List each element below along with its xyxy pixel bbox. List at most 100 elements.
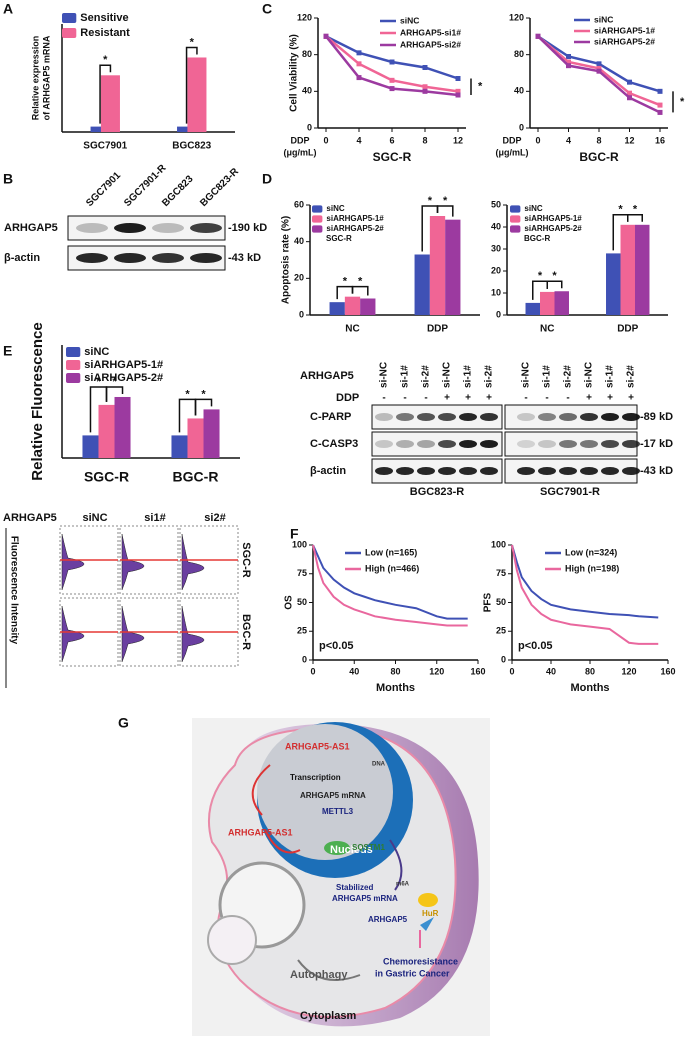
legend-swatch — [62, 13, 77, 23]
x-tick-label: 80 — [390, 666, 400, 676]
x-tick-label: DDP — [427, 324, 448, 335]
bar — [620, 224, 635, 315]
band — [538, 440, 556, 448]
legend-label: siARHGAP5-2# — [84, 372, 163, 384]
band — [375, 440, 393, 448]
ddp-sign: + — [607, 393, 613, 404]
x-axis-label: SGC-R — [373, 150, 412, 164]
ddp-sign: + — [444, 393, 450, 404]
panel-letter: B — [3, 171, 13, 187]
x-tick-label: 4 — [356, 135, 361, 145]
legend-label: Sensitive — [80, 12, 128, 24]
significance-star: * — [538, 270, 543, 282]
legend-swatch — [66, 347, 81, 357]
band — [396, 413, 414, 421]
x-tick-label: 0 — [323, 135, 328, 145]
size-label: -43 kD — [228, 252, 261, 264]
x-tick-label: 6 — [389, 135, 394, 145]
survival-curve — [312, 544, 468, 620]
legend-label: High (n=198) — [565, 563, 619, 573]
legend-label: siARHGAP5-1# — [524, 214, 582, 223]
survival-curve — [312, 544, 468, 627]
bar — [554, 291, 569, 315]
bar — [187, 418, 204, 458]
x-tick-label: 120 — [621, 666, 636, 676]
y-tick-label: 20 — [294, 273, 304, 283]
diagram-label: Chemoresistance — [383, 956, 458, 966]
y-tick-label: 50 — [491, 199, 501, 209]
row-label: C-CASP3 — [310, 438, 358, 450]
legend-label: Resistant — [80, 27, 130, 39]
legend-swatch — [66, 360, 81, 370]
flow-axis-label: Fluorescence Intensity — [8, 536, 19, 645]
arrow — [251, 764, 271, 816]
legend-label: siARHGAP5-2# — [524, 224, 582, 233]
legend-label: siARHGAP5-1# — [84, 359, 163, 371]
x-tick-label: 0 — [535, 135, 540, 145]
y-tick-label: 60 — [294, 199, 304, 209]
y-axis-label: of ARHGAP5 mRNA — [41, 35, 51, 120]
legend-swatch — [510, 215, 521, 223]
ddp-sign: + — [486, 393, 492, 404]
legend-swatch — [312, 225, 323, 233]
significance-bracket — [546, 280, 563, 289]
band — [559, 467, 577, 475]
lane-label: SGC7901 — [84, 170, 123, 209]
y-tick-label: 0 — [501, 654, 506, 664]
flow-column: si1# — [144, 512, 165, 524]
size-label: -17 kD — [640, 438, 673, 450]
y-tick-label: 40 — [491, 221, 501, 231]
survival-curve — [511, 544, 659, 645]
histogram — [61, 533, 85, 591]
size-label: -89 kD — [640, 411, 673, 423]
significance-bracket — [99, 64, 112, 124]
band — [580, 467, 598, 475]
x-tick-label: DDP — [617, 324, 638, 335]
band — [480, 413, 498, 421]
legend-swatch — [66, 373, 81, 383]
sqstm1-shape — [324, 841, 350, 855]
band — [480, 440, 498, 448]
group-label: BGC823-R — [410, 486, 464, 498]
band — [622, 440, 640, 448]
y-tick-label: 80 — [302, 49, 312, 59]
x-tick-label: 120 — [429, 666, 444, 676]
significance-bracket — [194, 398, 213, 416]
x-tick-label: 0 — [509, 666, 514, 676]
significance-bracket — [185, 46, 198, 124]
x-tick-label: 12 — [624, 135, 634, 145]
marker — [356, 50, 362, 56]
marker — [389, 77, 395, 83]
marker — [323, 33, 329, 39]
legend-label: siNC — [524, 204, 542, 213]
y-tick-label: 50 — [496, 597, 506, 607]
bar — [177, 126, 197, 132]
legend-label: siARHGAP5-2# — [326, 224, 384, 233]
bar — [187, 57, 207, 133]
marker — [389, 86, 395, 92]
bar — [414, 254, 430, 315]
flow-column: si2# — [204, 512, 225, 524]
x-tick-label: SGC-R — [84, 469, 129, 485]
legend-swatch — [312, 215, 323, 223]
x-tick-label: BGC-R — [173, 469, 219, 485]
p-value: p<0.05 — [319, 640, 354, 652]
significance-star: * — [358, 276, 363, 288]
bar — [540, 291, 555, 315]
marker — [566, 54, 571, 59]
histogram — [181, 605, 205, 663]
inhibition — [297, 959, 361, 981]
band — [538, 413, 556, 421]
lane-label: si-2# — [421, 365, 432, 388]
ddp-sign: - — [566, 393, 569, 404]
row-label: β-actin — [310, 465, 346, 477]
x-tick-label: NC — [345, 324, 359, 335]
significance-star: * — [112, 376, 117, 388]
y-tick-label: 0 — [496, 309, 501, 319]
significance-star: * — [201, 388, 206, 400]
y-tick-label: 100 — [491, 539, 506, 549]
legend-label: ARHGAP5-si2# — [400, 39, 461, 49]
lane-label: si-1# — [400, 365, 411, 388]
blot-header: ARHGAP5 — [300, 370, 354, 382]
lane-label: si-1# — [463, 365, 474, 388]
